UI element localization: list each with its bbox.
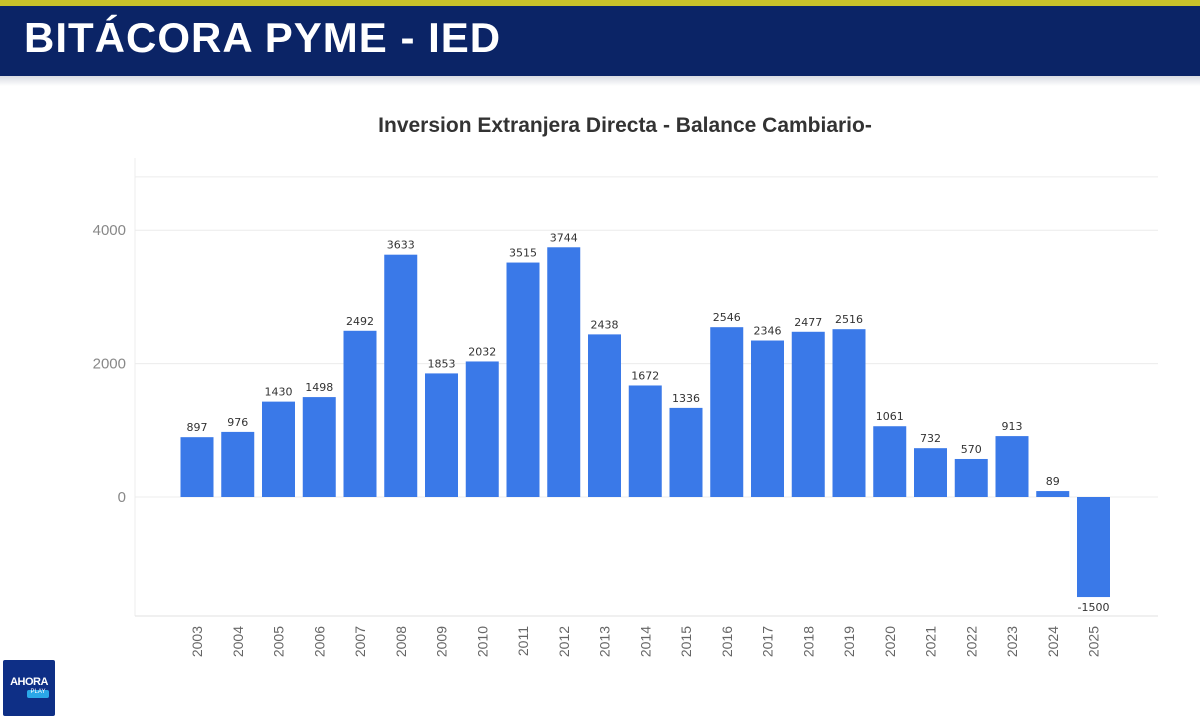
- bar-2015: [669, 407, 703, 497]
- bar-2006: [302, 397, 336, 497]
- data-label-2018: 2477: [794, 316, 822, 329]
- data-label-2025: -1500: [1078, 601, 1110, 614]
- bar-2024: [1036, 491, 1070, 497]
- bar-2017: [751, 340, 784, 497]
- bar-2013: [588, 334, 621, 497]
- data-label-2022: 570: [961, 443, 982, 456]
- bar-2009: [425, 373, 458, 497]
- logo-text: AHORA: [10, 676, 48, 688]
- x-tick-label-2006: 2006: [311, 626, 327, 657]
- bar-2010: [465, 361, 499, 497]
- bar-2007: [343, 330, 377, 497]
- page-title: BITÁCORA PYME - IED: [24, 14, 502, 61]
- bar-2023: [995, 436, 1029, 497]
- bar-2018: [791, 331, 825, 497]
- data-label-2012: 3744: [550, 231, 578, 244]
- data-label-2015: 1336: [672, 392, 700, 405]
- y-tick-label: 4000: [93, 222, 126, 239]
- header-shadow: [0, 76, 1200, 86]
- data-label-2009: 1853: [428, 357, 456, 370]
- x-tick-label-2010: 2010: [474, 626, 490, 657]
- data-label-2013: 2438: [591, 318, 619, 331]
- bar-2022: [954, 458, 988, 497]
- data-label-2008: 3633: [387, 239, 415, 252]
- data-label-2014: 1672: [631, 369, 659, 382]
- x-tick-label-2016: 2016: [719, 626, 735, 657]
- data-label-2023: 913: [1002, 420, 1023, 433]
- x-tick-label-2007: 2007: [352, 626, 368, 657]
- bar-2005: [262, 401, 295, 497]
- x-tick-label-2018: 2018: [800, 626, 816, 657]
- header-bar: BITÁCORA PYME - IED: [0, 6, 1200, 76]
- bar-2021: [914, 448, 947, 497]
- x-tick-label-2005: 2005: [271, 626, 287, 657]
- bar-2016: [710, 327, 744, 497]
- data-label-2016: 2546: [713, 311, 741, 324]
- x-tick-label-2011: 2011: [515, 626, 531, 656]
- data-label-2019: 2516: [835, 313, 863, 326]
- x-tick-label-2023: 2023: [1004, 626, 1020, 657]
- data-label-2010: 2032: [468, 345, 496, 358]
- data-label-2007: 2492: [346, 315, 374, 328]
- logo-badge: PLAY: [27, 689, 49, 698]
- bar-2025: [1077, 497, 1110, 598]
- x-tick-label-2022: 2022: [963, 626, 979, 657]
- data-label-2021: 732: [920, 432, 941, 445]
- data-label-2004: 976: [227, 416, 248, 429]
- x-tick-label-2019: 2019: [841, 626, 857, 657]
- x-tick-label-2008: 2008: [393, 626, 409, 657]
- bar-2011: [506, 262, 540, 497]
- bar-2019: [832, 329, 866, 497]
- x-tick-label-2009: 2009: [434, 626, 450, 657]
- chart-area: Inversion Extranjera Directa - Balance C…: [0, 86, 1200, 722]
- data-label-2005: 1430: [265, 386, 293, 399]
- data-label-2024: 89: [1046, 475, 1060, 488]
- x-tick-label-2025: 2025: [1086, 626, 1102, 657]
- x-tick-label-2015: 2015: [678, 626, 694, 657]
- data-label-2003: 897: [187, 421, 208, 434]
- bar-2008: [384, 254, 418, 497]
- data-label-2011: 3515: [509, 247, 537, 260]
- x-tick-label-2012: 2012: [556, 626, 572, 657]
- y-tick-label: 2000: [93, 356, 126, 373]
- y-tick-label: 0: [118, 489, 126, 506]
- data-label-2006: 1498: [305, 381, 333, 394]
- bar-2004: [221, 431, 255, 497]
- bar-chart: Inversion Extranjera Directa - Balance C…: [93, 114, 1158, 657]
- data-label-2020: 1061: [876, 410, 904, 423]
- x-tick-label-2021: 2021: [923, 626, 939, 657]
- x-tick-label-2017: 2017: [760, 626, 776, 657]
- x-tick-label-2013: 2013: [597, 626, 613, 657]
- data-label-2017: 2346: [754, 325, 782, 338]
- bar-2020: [873, 426, 907, 497]
- ahora-play-logo: AHORA PLAY: [3, 660, 55, 716]
- chart-title: Inversion Extranjera Directa - Balance C…: [378, 114, 872, 137]
- x-tick-label-2004: 2004: [230, 626, 246, 657]
- bar-2014: [628, 385, 662, 497]
- bar-2012: [547, 247, 581, 497]
- x-tick-label-2014: 2014: [637, 626, 653, 657]
- top-accent-strip: [0, 0, 1200, 6]
- bar-2003: [180, 437, 214, 497]
- x-tick-label-2024: 2024: [1045, 626, 1061, 657]
- logo-badge-text: PLAY: [30, 689, 46, 695]
- x-tick-label-2003: 2003: [189, 626, 205, 657]
- x-tick-label-2020: 2020: [882, 626, 898, 657]
